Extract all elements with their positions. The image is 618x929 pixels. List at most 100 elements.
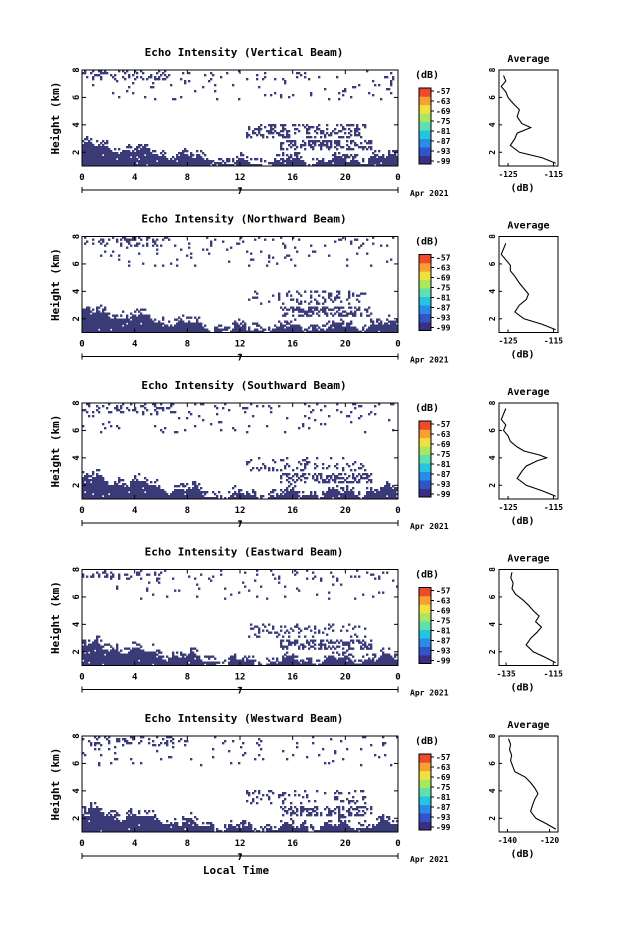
echo-cell [310,92,313,95]
echo-cell [116,314,119,317]
echo-cell [290,298,293,301]
echo-cell [118,495,121,498]
echo-cell [278,577,281,580]
echo-cell [356,134,359,137]
echo-cell [344,473,347,476]
colorbar-tick-label: -81 [436,627,451,636]
echo-cell [138,657,141,660]
echo-cell [302,491,305,494]
echo-cell [372,661,375,664]
echo-cell [268,260,271,263]
echo-cell [82,493,85,496]
echo-cell [178,497,181,500]
x-tick-label: 0 [79,340,84,350]
echo-cell [218,158,221,161]
echo-cell [390,160,393,163]
echo-cell [130,154,133,157]
echo-cell [312,146,315,149]
echo-cell [248,164,251,167]
echo-cell [258,330,261,333]
echo-cell [96,328,99,331]
echo-cell [166,663,169,666]
echo-cell [92,489,95,492]
echo-cell [176,326,179,329]
echo-cell [350,320,353,323]
echo-cell [98,481,101,484]
echo-cell [282,128,285,131]
echo-cell [134,318,137,321]
echo-cell [118,258,121,261]
echo-cell [122,158,125,161]
echo-cell [326,477,329,480]
echo-cell [390,84,393,87]
echo-cell [238,70,241,73]
echo-cell [332,158,335,161]
echo-cell [96,651,99,654]
echo-cell [130,164,133,167]
echo-cell [380,489,383,492]
colorbar-tick-label: -75 [436,117,451,126]
echo-cell [294,132,297,135]
echo-cell [334,152,337,155]
echo-cell [232,427,235,430]
echo-cell [374,328,377,331]
echo-cell [256,467,259,470]
echo-cell [318,481,321,484]
echo-cell [310,290,313,293]
echo-cell [390,326,393,329]
echo-cell [98,148,101,151]
echo-cell [126,90,129,93]
echo-cell [154,653,157,656]
echo-cell [284,128,287,131]
echo-cell [354,86,357,89]
echo-cell [184,663,187,666]
echo-cell [126,330,129,333]
echo-cell [338,98,341,101]
echo-cell [118,96,121,99]
echo-cell [302,497,305,500]
echo-cell [182,322,185,325]
echo-cell [352,164,355,167]
echo-cell [284,467,287,470]
echo-cell [334,298,337,301]
echo-cell [374,495,377,498]
echo-cell [308,473,311,476]
echo-cell [138,473,141,476]
echo-cell [86,164,89,167]
echo-cell [134,651,137,654]
echo-cell [144,320,147,323]
echo-cell [132,641,135,644]
echo-cell [86,156,89,159]
echo-cell [346,154,349,157]
echo-cell [178,659,181,662]
echo-cell [176,485,179,488]
average-y-tick-label: 6 [488,428,497,433]
echo-cell [186,491,189,494]
echo-cell [340,497,343,500]
echo-cell [138,651,141,654]
echo-cell [188,330,191,333]
echo-cell [174,497,177,500]
echo-cell [326,639,329,642]
echo-cell [82,655,85,658]
echo-cell [138,236,141,239]
echo-cell [318,330,321,333]
panel-2: Echo Intensity (Northward Beam)0 4 8 12 16 20… [49,213,563,365]
echo-cell [188,653,191,656]
echo-cell [168,74,171,77]
echo-cell [202,164,205,167]
echo-cell [226,326,229,329]
echo-cell [86,158,89,161]
echo-cell [130,659,133,662]
echo-cell [304,663,307,666]
echo-cell [368,142,371,145]
echo-cell [318,144,321,147]
echo-cell [300,164,303,167]
echo-cell [308,461,311,464]
echo-cell [186,150,189,153]
echo-cell [320,132,323,135]
echo-cell [284,246,287,249]
echo-cell [134,661,137,664]
echo-cell [180,248,183,251]
echo-cell [300,160,303,163]
